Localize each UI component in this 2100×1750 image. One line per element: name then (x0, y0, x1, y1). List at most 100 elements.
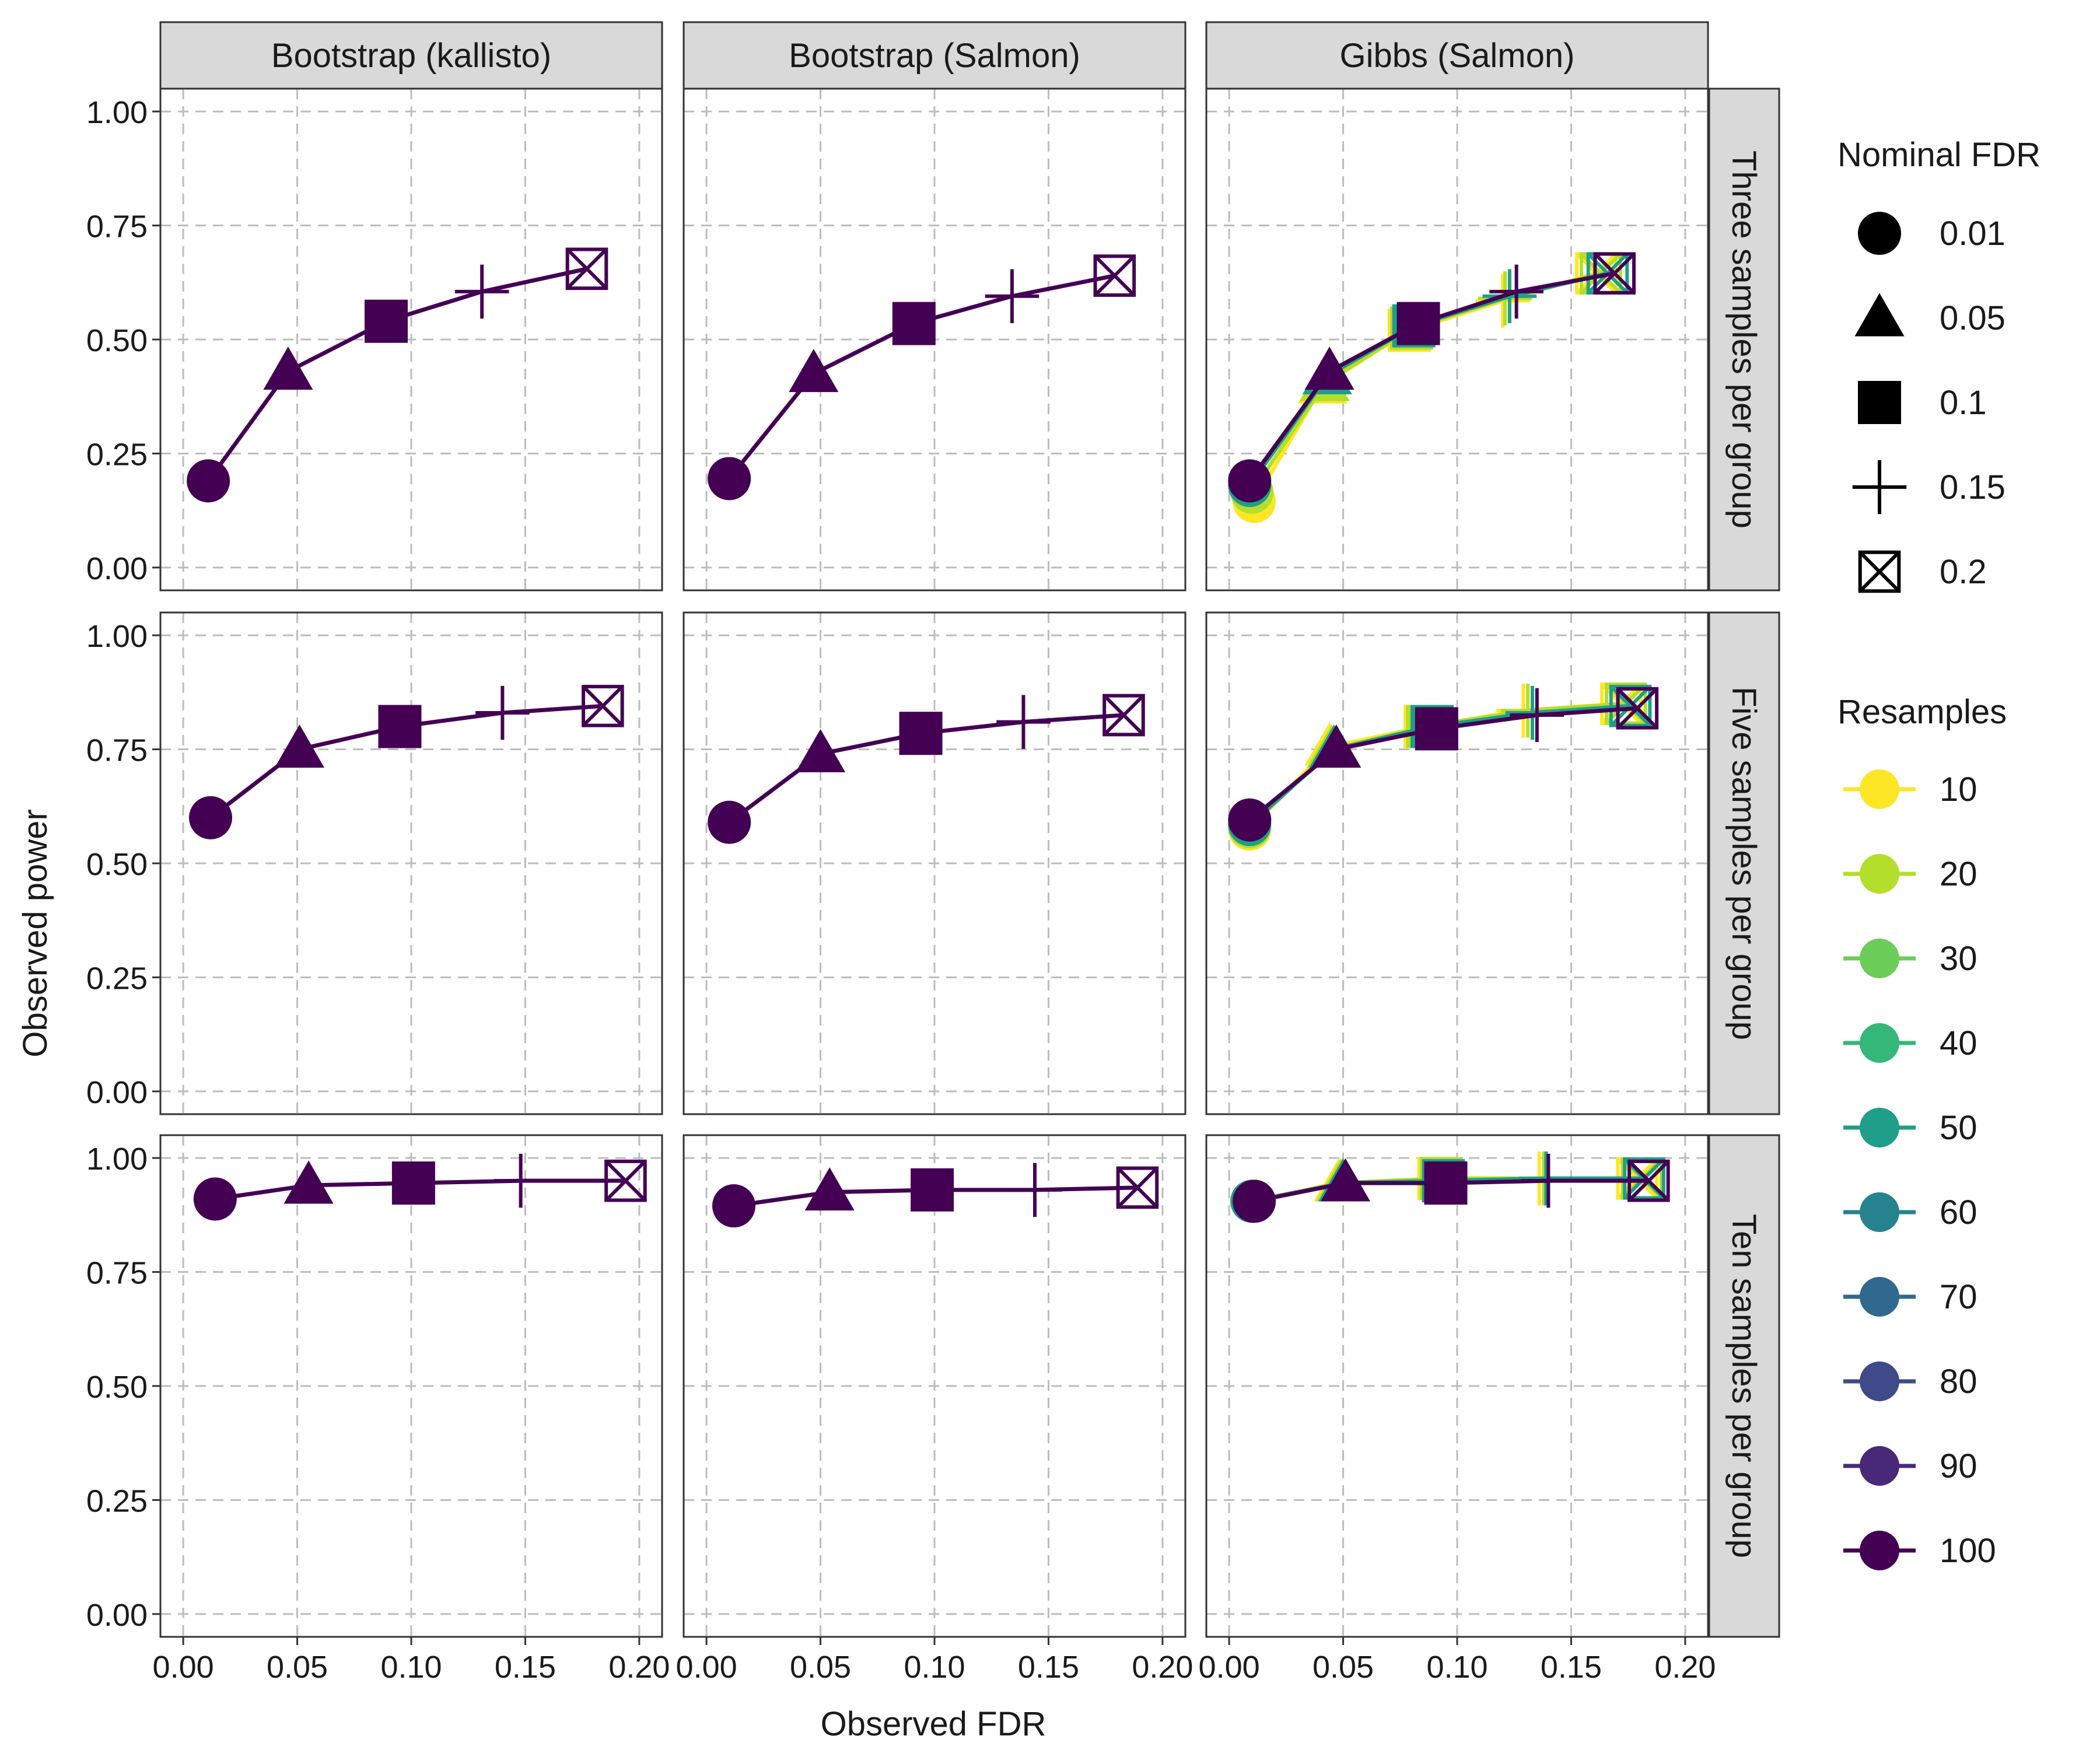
x-tick-label: 0.20 (1654, 1650, 1716, 1685)
point-boxed-x (582, 684, 624, 727)
legend-color-swatch (1860, 854, 1899, 894)
point-circle (712, 1184, 755, 1228)
point-square (899, 712, 943, 755)
point-plus (1007, 1163, 1062, 1217)
column-strip-0: Bootstrap (kallisto) (159, 21, 663, 90)
point-triangle (1311, 724, 1362, 768)
legend-shape-item-3: 0.15 (1852, 460, 2006, 514)
panel-border (682, 611, 1186, 1115)
point-triangle (1320, 1158, 1371, 1202)
point-plus (996, 695, 1051, 749)
legend-color-item-5: 60 (1843, 1192, 1978, 1232)
x-tick-label: 0.15 (1541, 1650, 1602, 1685)
legend-boxed-x-icon (1858, 550, 1901, 593)
point-boxed-x (1593, 252, 1636, 295)
strip-background (1708, 611, 1780, 1115)
legend-color-swatch (1860, 939, 1899, 978)
series-100 (1233, 1153, 1670, 1223)
y-tick-label: 1.00 (86, 95, 148, 130)
panels-layer: 0.00 0.25 0.50 0.75 1.00 0.00 0.25 0.50 0.75 1.00… (86, 21, 1780, 1685)
legend-shape-title: Nominal FDR (1838, 136, 2041, 174)
x-tick-label: 0.10 (904, 1650, 965, 1685)
legend-plus-icon (1852, 460, 1907, 514)
column-strip-label: Bootstrap (Salmon) (789, 37, 1080, 75)
y-tick-label: 0.25 (86, 961, 148, 996)
point-circle (187, 459, 230, 503)
strip-background (159, 21, 663, 90)
series-100 (1228, 252, 1636, 503)
x-tick-label: 0.00 (1199, 1650, 1260, 1685)
legend-circle-icon (1858, 212, 1901, 255)
legend-color-swatch (1860, 1362, 1899, 1401)
legend-color-label: 70 (1940, 1278, 1978, 1316)
y-tick-label: 0.00 (86, 1598, 148, 1633)
point-boxed-x (1093, 254, 1136, 297)
panel-r0-c2 (1205, 88, 1709, 592)
series-100 (712, 1163, 1159, 1228)
point-triangle (274, 724, 325, 768)
panel-r1-c1 (682, 611, 1186, 1115)
legend-color-title: Resamples (1838, 693, 2007, 731)
y-tick-label: 0.75 (86, 1256, 148, 1291)
point-plus (1489, 264, 1544, 319)
x-tick-label: 0.00 (676, 1650, 737, 1685)
strip-background (1708, 1134, 1780, 1638)
legend-shape-item-2: 0.1 (1858, 381, 1987, 424)
row-strip-0: Three samples per group (1708, 88, 1780, 592)
point-circle (1228, 798, 1272, 842)
point-boxed-x (1116, 1166, 1159, 1209)
y-axis-label: Observed power (16, 809, 54, 1058)
legend-shape-label: 0.2 (1940, 553, 1987, 591)
y-tick-label: 0.00 (86, 551, 148, 586)
point-plus (475, 685, 530, 740)
x-tick-label: 0.05 (1312, 1650, 1374, 1685)
column-strip-label: Gibbs (Salmon) (1340, 37, 1575, 75)
legend-color-item-4: 50 (1843, 1108, 1978, 1147)
point-plus (1519, 1152, 1573, 1206)
point-square (1415, 707, 1458, 751)
legend-color-swatch (1860, 1277, 1899, 1317)
legend-color-swatch (1860, 769, 1899, 809)
legend-shape-item-4: 0.2 (1858, 550, 1987, 593)
x-tick-label: 0.10 (1426, 1650, 1488, 1685)
legend-shape-item-0: 0.01 (1858, 212, 2006, 255)
legend-color-label: 80 (1940, 1363, 1978, 1401)
legend-color-label: 60 (1940, 1194, 1978, 1231)
legend-shape-label: 0.1 (1940, 384, 1987, 422)
row-strip-1: Five samples per group (1708, 611, 1780, 1115)
y-tick-label: 0.00 (86, 1075, 148, 1110)
strip-background (1708, 88, 1780, 592)
legend-color-item-0: 10 (1843, 769, 1978, 809)
y-tick-label: 1.00 (86, 619, 148, 654)
point-square (1424, 1161, 1468, 1205)
point-circle (1228, 459, 1272, 503)
point-square (378, 705, 422, 748)
point-plus (1521, 1153, 1576, 1208)
point-boxed-x (1628, 1159, 1670, 1202)
series-100 (1228, 687, 1659, 842)
panel-r1-c2 (1205, 611, 1709, 1115)
point-square (1396, 302, 1440, 345)
row-strip-label: Five samples per group (1725, 687, 1763, 1040)
point-circle (1233, 1180, 1276, 1223)
point-plus (1510, 688, 1564, 743)
series-100 (708, 254, 1136, 501)
x-tick-label: 0.05 (790, 1650, 851, 1685)
x-axis-label: Observed FDR (821, 1705, 1046, 1743)
y-tick-label: 0.50 (86, 847, 148, 882)
legend-color-label: 100 (1940, 1532, 1996, 1570)
strip-background (682, 21, 1186, 90)
column-strip-1: Bootstrap (Salmon) (682, 21, 1186, 90)
point-boxed-x (1616, 687, 1659, 730)
legend-color-swatch (1860, 1023, 1899, 1063)
point-triangle (795, 729, 846, 772)
legend-color-label: 30 (1940, 940, 1978, 978)
y-tick-label: 0.75 (86, 733, 148, 768)
row-strip-label: Three samples per group (1725, 150, 1763, 528)
column-strip-label: Bootstrap (kallisto) (271, 37, 551, 75)
panel-r1-c0: 0.00 0.25 0.50 0.75 1.00 (86, 611, 663, 1115)
row-strip-label: Ten samples per group (1725, 1214, 1763, 1558)
y-tick-label: 0.25 (86, 1483, 148, 1518)
legend-color-swatch (1860, 1446, 1899, 1486)
point-triangle (1304, 346, 1354, 390)
